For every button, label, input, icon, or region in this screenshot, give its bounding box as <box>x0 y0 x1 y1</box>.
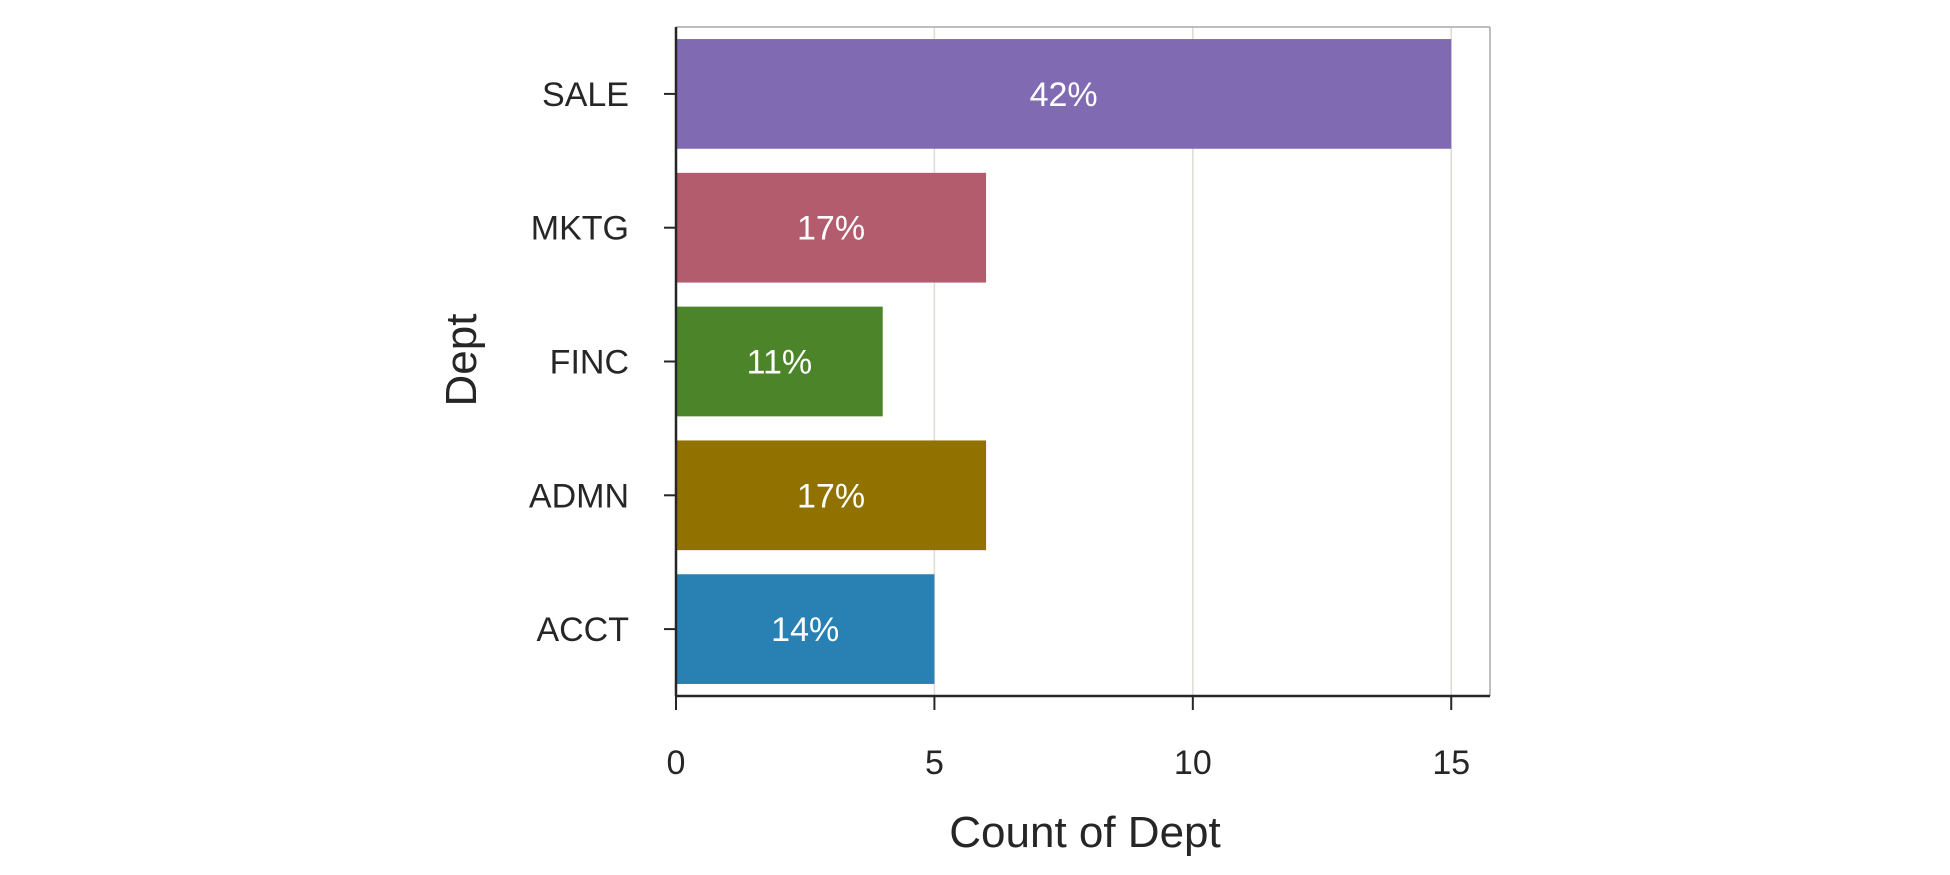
axis-ticks: SALE MKTG FINC ADMN ACCT 0 5 10 15 <box>529 76 1470 782</box>
y-tick-label-admn: ADMN <box>529 477 629 515</box>
x-tick-label-5: 5 <box>925 744 944 782</box>
bar-label-sale: 42% <box>1030 76 1098 114</box>
y-tick-label-acct: ACCT <box>536 611 629 649</box>
bar-mktg <box>676 172 987 283</box>
bar-label-finc: 11% <box>747 344 813 382</box>
bars <box>676 39 1452 684</box>
y-tick-label-sale: SALE <box>542 76 629 114</box>
bar-admn <box>676 440 987 551</box>
bar-acct <box>676 574 935 684</box>
y-axis-title: Dept <box>437 314 486 407</box>
bar-labels: 42% 17% 11% 17% 14% <box>747 76 1098 649</box>
x-tick-label-10: 10 <box>1174 744 1212 782</box>
x-tick-label-15: 15 <box>1432 744 1470 782</box>
bar-label-acct: 14% <box>771 611 839 649</box>
x-tick-label-0: 0 <box>667 744 686 782</box>
bar-label-mktg: 17% <box>797 210 865 248</box>
y-tick-label-finc: FINC <box>550 344 629 382</box>
bar-finc <box>676 306 883 417</box>
bar-sale <box>676 39 1452 149</box>
bar-label-admn: 17% <box>797 477 865 515</box>
y-tick-label-mktg: MKTG <box>531 210 629 248</box>
x-axis-title: Count of Dept <box>949 808 1221 857</box>
